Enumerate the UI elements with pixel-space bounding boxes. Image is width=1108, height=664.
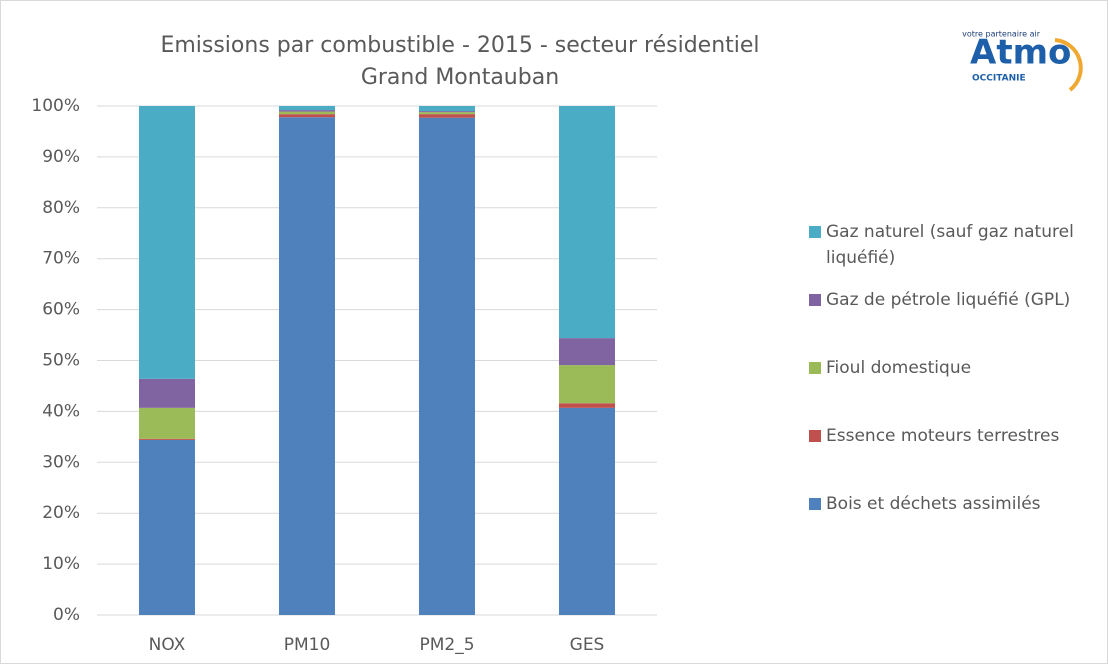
bar-segment bbox=[419, 112, 475, 115]
chart-title: Emissions par combustible - 2015 - secte… bbox=[160, 33, 759, 58]
legend-swatch bbox=[809, 294, 821, 306]
y-tick-label: 50% bbox=[42, 351, 80, 371]
x-tick-label: PM10 bbox=[284, 635, 331, 655]
legend-label: Gaz naturel (sauf gaz naturel liquéfié) bbox=[826, 222, 1074, 268]
y-tick-label: 70% bbox=[42, 249, 80, 269]
bar-segment bbox=[139, 378, 195, 408]
y-tick-label: 20% bbox=[42, 503, 80, 523]
x-tick-label: GES bbox=[570, 635, 605, 655]
legend-label: Gaz de pétrole liquéfié (GPL) bbox=[826, 290, 1071, 310]
bar-segment bbox=[559, 106, 615, 339]
bar-segment bbox=[559, 407, 615, 615]
legend-label: Fioul domestique bbox=[826, 358, 972, 378]
logo-region: OCCITANIE bbox=[972, 74, 1026, 84]
bar-segment bbox=[559, 403, 615, 408]
bar-segment bbox=[419, 117, 475, 615]
y-tick-label: 90% bbox=[42, 147, 80, 167]
bar-segment bbox=[279, 106, 335, 111]
bar-segment bbox=[419, 106, 475, 112]
x-tick-label: PM2_5 bbox=[419, 635, 474, 655]
x-tick-label: NOX bbox=[149, 635, 186, 655]
bar-segment bbox=[279, 114, 335, 118]
legend-swatch bbox=[809, 226, 821, 238]
bar-segment bbox=[419, 111, 475, 113]
y-tick-label: 0% bbox=[53, 605, 80, 625]
bar-segment bbox=[279, 117, 335, 615]
bar-segment bbox=[139, 407, 195, 439]
logo: votre partenaire air Atmo OCCITANIE bbox=[962, 30, 1083, 92]
y-tick-label: 30% bbox=[42, 452, 80, 472]
bar-segment bbox=[139, 106, 195, 379]
y-tick-label: 10% bbox=[42, 554, 80, 574]
chart-subtitle: Grand Montauban bbox=[361, 65, 559, 90]
bar-segment bbox=[139, 439, 195, 615]
y-tick-label: 80% bbox=[42, 198, 80, 218]
y-tick-label: 100% bbox=[31, 96, 80, 116]
bar-segment bbox=[559, 365, 615, 404]
y-tick-label: 40% bbox=[42, 401, 80, 421]
logo-tagline: votre partenaire air bbox=[962, 30, 1041, 39]
legend-swatch bbox=[809, 498, 821, 510]
logo-arc bbox=[1054, 38, 1083, 92]
legend-swatch bbox=[809, 430, 821, 442]
bar-segment bbox=[559, 338, 615, 366]
legend-swatch bbox=[809, 362, 821, 374]
legend-label: Bois et déchets assimilés bbox=[826, 494, 1041, 514]
logo-name: Atmo bbox=[970, 33, 1071, 73]
bar-segment bbox=[279, 110, 335, 112]
bar-segment bbox=[279, 111, 335, 115]
bar-segment bbox=[139, 438, 195, 440]
legend-label: Essence moteurs terrestres bbox=[826, 426, 1060, 446]
bar-segment bbox=[419, 114, 475, 118]
y-tick-label: 60% bbox=[42, 300, 80, 320]
